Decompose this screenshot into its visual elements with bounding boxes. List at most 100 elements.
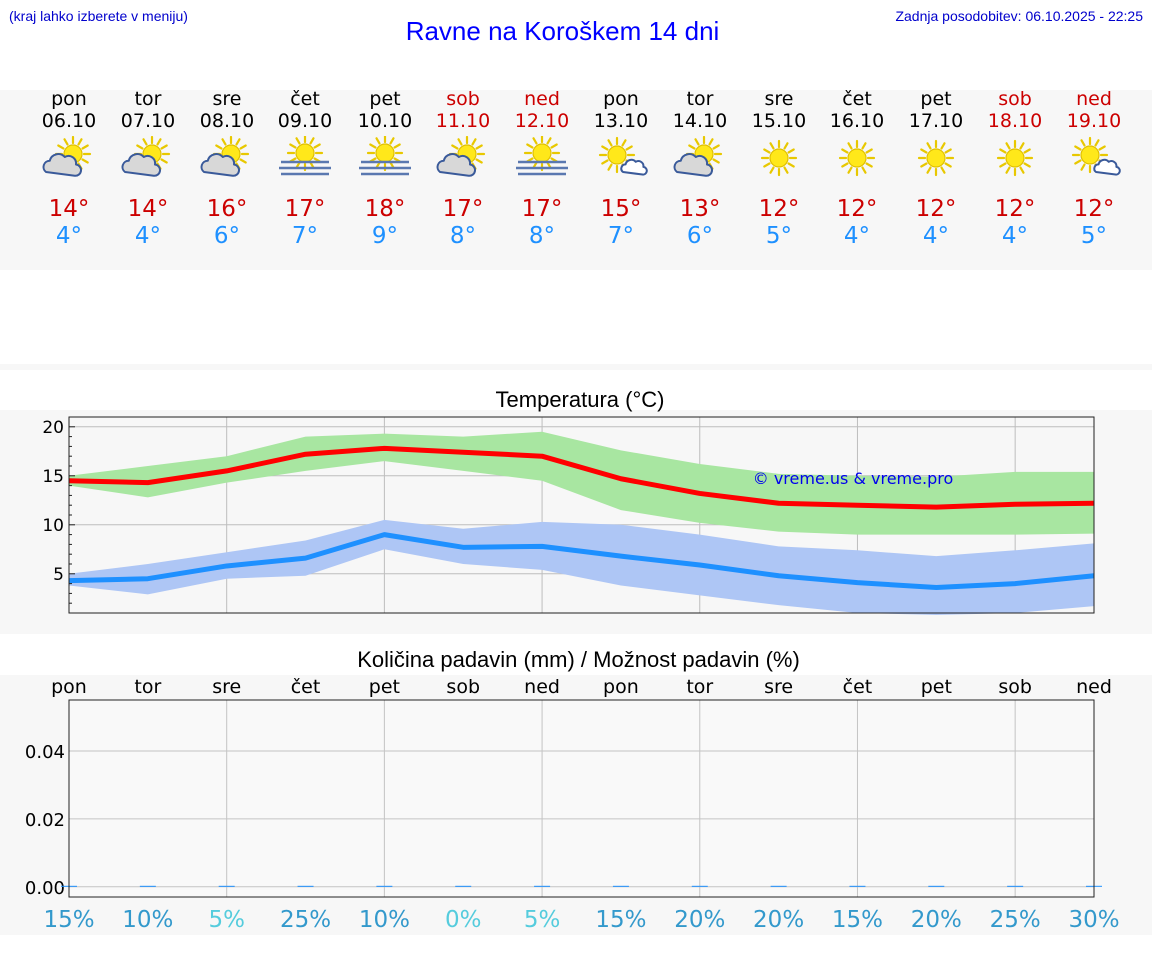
sun-small-cloud-icon	[1071, 136, 1121, 176]
day-date: 06.10	[41, 110, 97, 132]
day-date: 14.10	[672, 110, 728, 132]
x-tick-label: pon	[51, 676, 87, 698]
y-tick-label: 0.04	[25, 742, 65, 763]
precip-bar	[376, 885, 393, 887]
precip-probability: 15%	[595, 907, 646, 933]
x-tick-label: čet	[843, 676, 873, 698]
day-name: pet	[920, 88, 952, 110]
day-date: 17.10	[908, 110, 964, 132]
day-date: 10.10	[357, 110, 413, 132]
temp-max: 12°	[915, 196, 957, 222]
x-tick-label: ned	[524, 676, 560, 698]
partly-cloudy-icon	[200, 136, 250, 177]
day-name: tor	[134, 88, 162, 110]
x-tick-label: pet	[369, 676, 400, 698]
y-tick-label: 20	[42, 418, 64, 438]
precip-bar	[139, 885, 156, 887]
forecast-day: sob 18.10 12° 4°	[975, 88, 1055, 250]
precip-probability: 15%	[43, 907, 94, 933]
forecast-day: ned 12.10 17° 8°	[502, 88, 582, 250]
day-name: čet	[290, 88, 320, 110]
precip-bar	[691, 885, 708, 887]
y-tick-label: 0.02	[25, 810, 65, 831]
day-date: 08.10	[199, 110, 255, 132]
partly-cloudy-icon	[436, 136, 486, 177]
forecast-day: ned 19.10 12° 5°	[1054, 88, 1134, 250]
precip-bar	[849, 885, 866, 887]
day-date: 13.10	[593, 110, 649, 132]
plot-frame	[68, 699, 1095, 898]
x-tick-label: sob	[446, 676, 480, 698]
forecast-day: pon 06.10 14° 4°	[29, 88, 109, 250]
day-date: 11.10	[435, 110, 491, 132]
series-line-min	[68, 532, 1095, 591]
watermark: © vreme.us & vreme.pro	[753, 469, 954, 488]
y-tick-label: 15	[42, 467, 64, 487]
sun-icon	[838, 139, 876, 177]
section-divider	[0, 364, 1152, 370]
day-name: sob	[998, 88, 1032, 110]
partly-cloudy-icon	[121, 136, 171, 177]
temp-min: 4°	[843, 223, 871, 249]
precip-bar	[297, 885, 314, 887]
sun-fog-icon	[279, 136, 331, 176]
precip-bar	[455, 885, 472, 887]
day-date: 19.10	[1066, 110, 1122, 132]
temp-max: 12°	[994, 196, 1036, 222]
precip-bar	[928, 885, 945, 887]
temp-max: 12°	[1073, 196, 1115, 222]
precipitation-chart-title: Količina padavin (mm) / Možnost padavin …	[357, 647, 800, 672]
sun-icon	[917, 139, 955, 177]
precip-probability: 25%	[990, 907, 1041, 933]
forecast-strip	[0, 90, 1152, 270]
day-name: pon	[51, 88, 87, 110]
temp-min: 4°	[134, 223, 162, 249]
temp-max: 12°	[758, 196, 800, 222]
day-date: 09.10	[277, 110, 333, 132]
temp-min: 4°	[1001, 223, 1029, 249]
precip-probability: 5%	[208, 907, 245, 933]
temp-min: 8°	[449, 223, 477, 249]
temp-max: 15°	[600, 196, 642, 222]
precip-probability: 15%	[832, 907, 883, 933]
day-name: čet	[842, 88, 872, 110]
precip-bar	[218, 885, 235, 887]
day-name: ned	[524, 88, 560, 110]
temp-min: 5°	[765, 223, 793, 249]
temp-max: 14°	[127, 196, 169, 222]
forecast-day: tor 14.10 13° 6°	[660, 88, 740, 250]
x-tick-label: tor	[686, 676, 713, 698]
precip-probability: 20%	[753, 907, 804, 933]
day-name: sob	[446, 88, 480, 110]
partly-cloudy-icon	[673, 136, 723, 177]
temp-min: 7°	[607, 223, 635, 249]
x-tick-label: ned	[1076, 676, 1112, 698]
temp-max: 13°	[679, 196, 721, 222]
temp-min: 6°	[213, 223, 241, 249]
temp-min: 8°	[528, 223, 556, 249]
temp-max: 17°	[442, 196, 484, 222]
x-tick-label: čet	[291, 676, 321, 698]
precip-probability: 10%	[359, 907, 410, 933]
menu-hint: (kraj lahko izberete v meniju)	[9, 8, 188, 24]
temp-min: 7°	[291, 223, 319, 249]
last-updated: Zadnja posodobitev: 06.10.2025 - 22:25	[895, 8, 1143, 24]
partly-cloudy-icon	[42, 136, 92, 177]
forecast-day: sob 11.10 17° 8°	[423, 88, 503, 250]
temp-min: 6°	[686, 223, 714, 249]
forecast-day: čet 09.10 17° 7°	[265, 88, 345, 250]
day-date: 07.10	[120, 110, 176, 132]
x-tick-label: tor	[134, 676, 161, 698]
day-name: sre	[764, 88, 794, 110]
day-name: ned	[1076, 88, 1112, 110]
x-tick-label: pet	[921, 676, 952, 698]
temp-max: 17°	[521, 196, 563, 222]
forecast-day: tor 07.10 14° 4°	[108, 88, 188, 250]
precip-probability: 30%	[1068, 907, 1119, 933]
day-name: sre	[212, 88, 242, 110]
forecast-day: pon 13.10 15° 7°	[581, 88, 661, 250]
series-line-max	[68, 445, 1095, 510]
temp-min: 4°	[922, 223, 950, 249]
precip-bar	[770, 885, 787, 887]
day-date: 16.10	[829, 110, 885, 132]
